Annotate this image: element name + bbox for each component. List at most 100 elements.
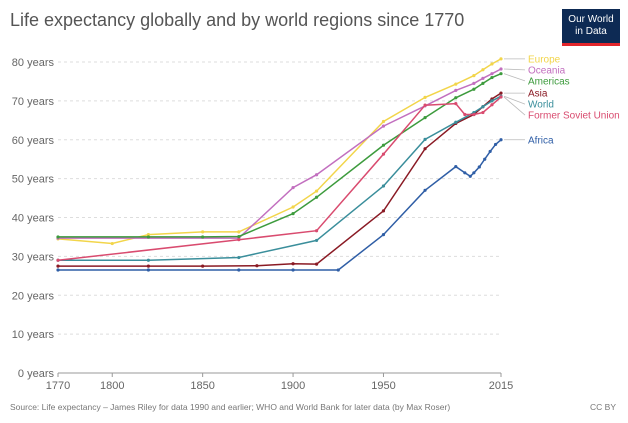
data-point[interactable] — [381, 124, 386, 128]
data-point[interactable] — [381, 119, 386, 124]
data-point[interactable] — [56, 235, 60, 239]
data-point[interactable] — [146, 233, 151, 237]
data-point[interactable] — [483, 157, 487, 161]
data-point[interactable] — [146, 264, 151, 268]
data-point[interactable] — [146, 258, 151, 262]
series-world[interactable] — [56, 94, 503, 262]
data-point[interactable] — [291, 205, 295, 209]
source-note: Source: Life expectancy – James Riley fo… — [10, 402, 451, 412]
data-point[interactable] — [381, 184, 386, 188]
series-label-asia[interactable]: Asia — [528, 89, 548, 100]
data-point[interactable] — [291, 268, 295, 272]
data-point[interactable] — [481, 110, 485, 115]
data-point[interactable] — [499, 67, 503, 71]
data-point[interactable] — [56, 268, 60, 272]
data-point[interactable] — [490, 72, 494, 76]
data-point[interactable] — [381, 209, 386, 213]
data-point[interactable] — [291, 262, 295, 266]
data-point[interactable] — [291, 185, 295, 190]
series-former-soviet-union[interactable] — [56, 95, 503, 262]
data-point[interactable] — [314, 195, 319, 199]
data-point[interactable] — [237, 268, 241, 272]
data-point[interactable] — [499, 91, 503, 95]
data-point[interactable] — [314, 173, 319, 177]
data-point[interactable] — [423, 95, 427, 99]
data-point[interactable] — [201, 264, 205, 268]
data-point[interactable] — [463, 112, 467, 117]
data-point[interactable] — [490, 62, 494, 66]
data-point[interactable] — [423, 103, 427, 107]
data-point[interactable] — [490, 99, 494, 103]
data-point[interactable] — [481, 68, 485, 72]
data-point[interactable] — [314, 229, 319, 233]
series-label-europe[interactable]: Europe — [528, 54, 561, 65]
x-axis: 1770 1800 1850 1900 1950 2015 — [46, 372, 513, 392]
data-point[interactable] — [314, 262, 319, 266]
data-point[interactable] — [454, 120, 458, 124]
data-point[interactable] — [468, 174, 472, 178]
logo-line-2: in Data — [575, 26, 607, 37]
data-point[interactable] — [454, 88, 458, 92]
series-line-europe[interactable] — [57, 58, 502, 245]
data-point[interactable] — [454, 96, 458, 100]
series-label-africa[interactable]: Africa — [528, 135, 554, 146]
series-label-oceania[interactable]: Oceania — [528, 65, 566, 76]
data-point[interactable] — [481, 76, 485, 80]
data-point[interactable] — [488, 149, 492, 154]
data-point[interactable] — [381, 143, 386, 147]
y-tick-label: 30 years — [12, 251, 55, 263]
data-point[interactable] — [423, 188, 427, 192]
data-point[interactable] — [201, 230, 205, 234]
data-point[interactable] — [454, 82, 458, 86]
data-point[interactable] — [381, 233, 386, 237]
data-point[interactable] — [499, 138, 503, 142]
license-note[interactable]: CC BY — [590, 402, 616, 412]
series-europe[interactable] — [56, 57, 503, 246]
series-line-africa[interactable] — [58, 139, 502, 271]
data-point[interactable] — [481, 81, 485, 85]
data-point[interactable] — [237, 255, 241, 260]
data-point[interactable] — [477, 165, 481, 169]
data-point[interactable] — [472, 81, 476, 85]
series-label-americas[interactable]: Americas — [528, 76, 570, 87]
data-point[interactable] — [56, 264, 60, 268]
label-connector — [503, 68, 526, 71]
data-point[interactable] — [314, 238, 319, 243]
data-point[interactable] — [381, 152, 386, 156]
data-point[interactable] — [146, 268, 151, 272]
data-point[interactable] — [423, 115, 427, 120]
series-africa[interactable] — [56, 138, 503, 272]
data-point[interactable] — [255, 264, 259, 268]
data-point[interactable] — [237, 234, 241, 239]
data-point[interactable] — [423, 137, 427, 141]
owid-logo[interactable]: Our World in Data — [562, 9, 620, 46]
data-point[interactable] — [314, 189, 319, 193]
data-point[interactable] — [146, 235, 151, 239]
data-point[interactable] — [472, 171, 476, 175]
data-point[interactable] — [490, 103, 494, 107]
data-point[interactable] — [472, 112, 476, 117]
series-americas[interactable] — [56, 72, 503, 239]
data-point[interactable] — [490, 75, 494, 80]
data-point[interactable] — [56, 258, 60, 262]
data-point[interactable] — [336, 268, 340, 272]
data-point[interactable] — [454, 164, 458, 169]
data-point[interactable] — [454, 101, 458, 106]
data-point[interactable] — [237, 238, 241, 242]
data-point[interactable] — [472, 74, 476, 78]
series-label-former-soviet-union[interactable]: Former Soviet Union — [528, 111, 620, 122]
series-label-world[interactable]: World — [528, 100, 554, 111]
data-point[interactable] — [423, 147, 427, 151]
data-point[interactable] — [481, 105, 485, 109]
data-point[interactable] — [201, 235, 205, 239]
data-point[interactable] — [463, 171, 467, 175]
data-point[interactable] — [499, 72, 503, 76]
data-point[interactable] — [472, 87, 476, 91]
data-point[interactable] — [493, 142, 498, 147]
data-point[interactable] — [499, 57, 503, 61]
data-point[interactable] — [291, 212, 295, 216]
data-point[interactable] — [499, 95, 503, 99]
data-point[interactable] — [237, 230, 241, 234]
data-point[interactable] — [110, 241, 114, 246]
